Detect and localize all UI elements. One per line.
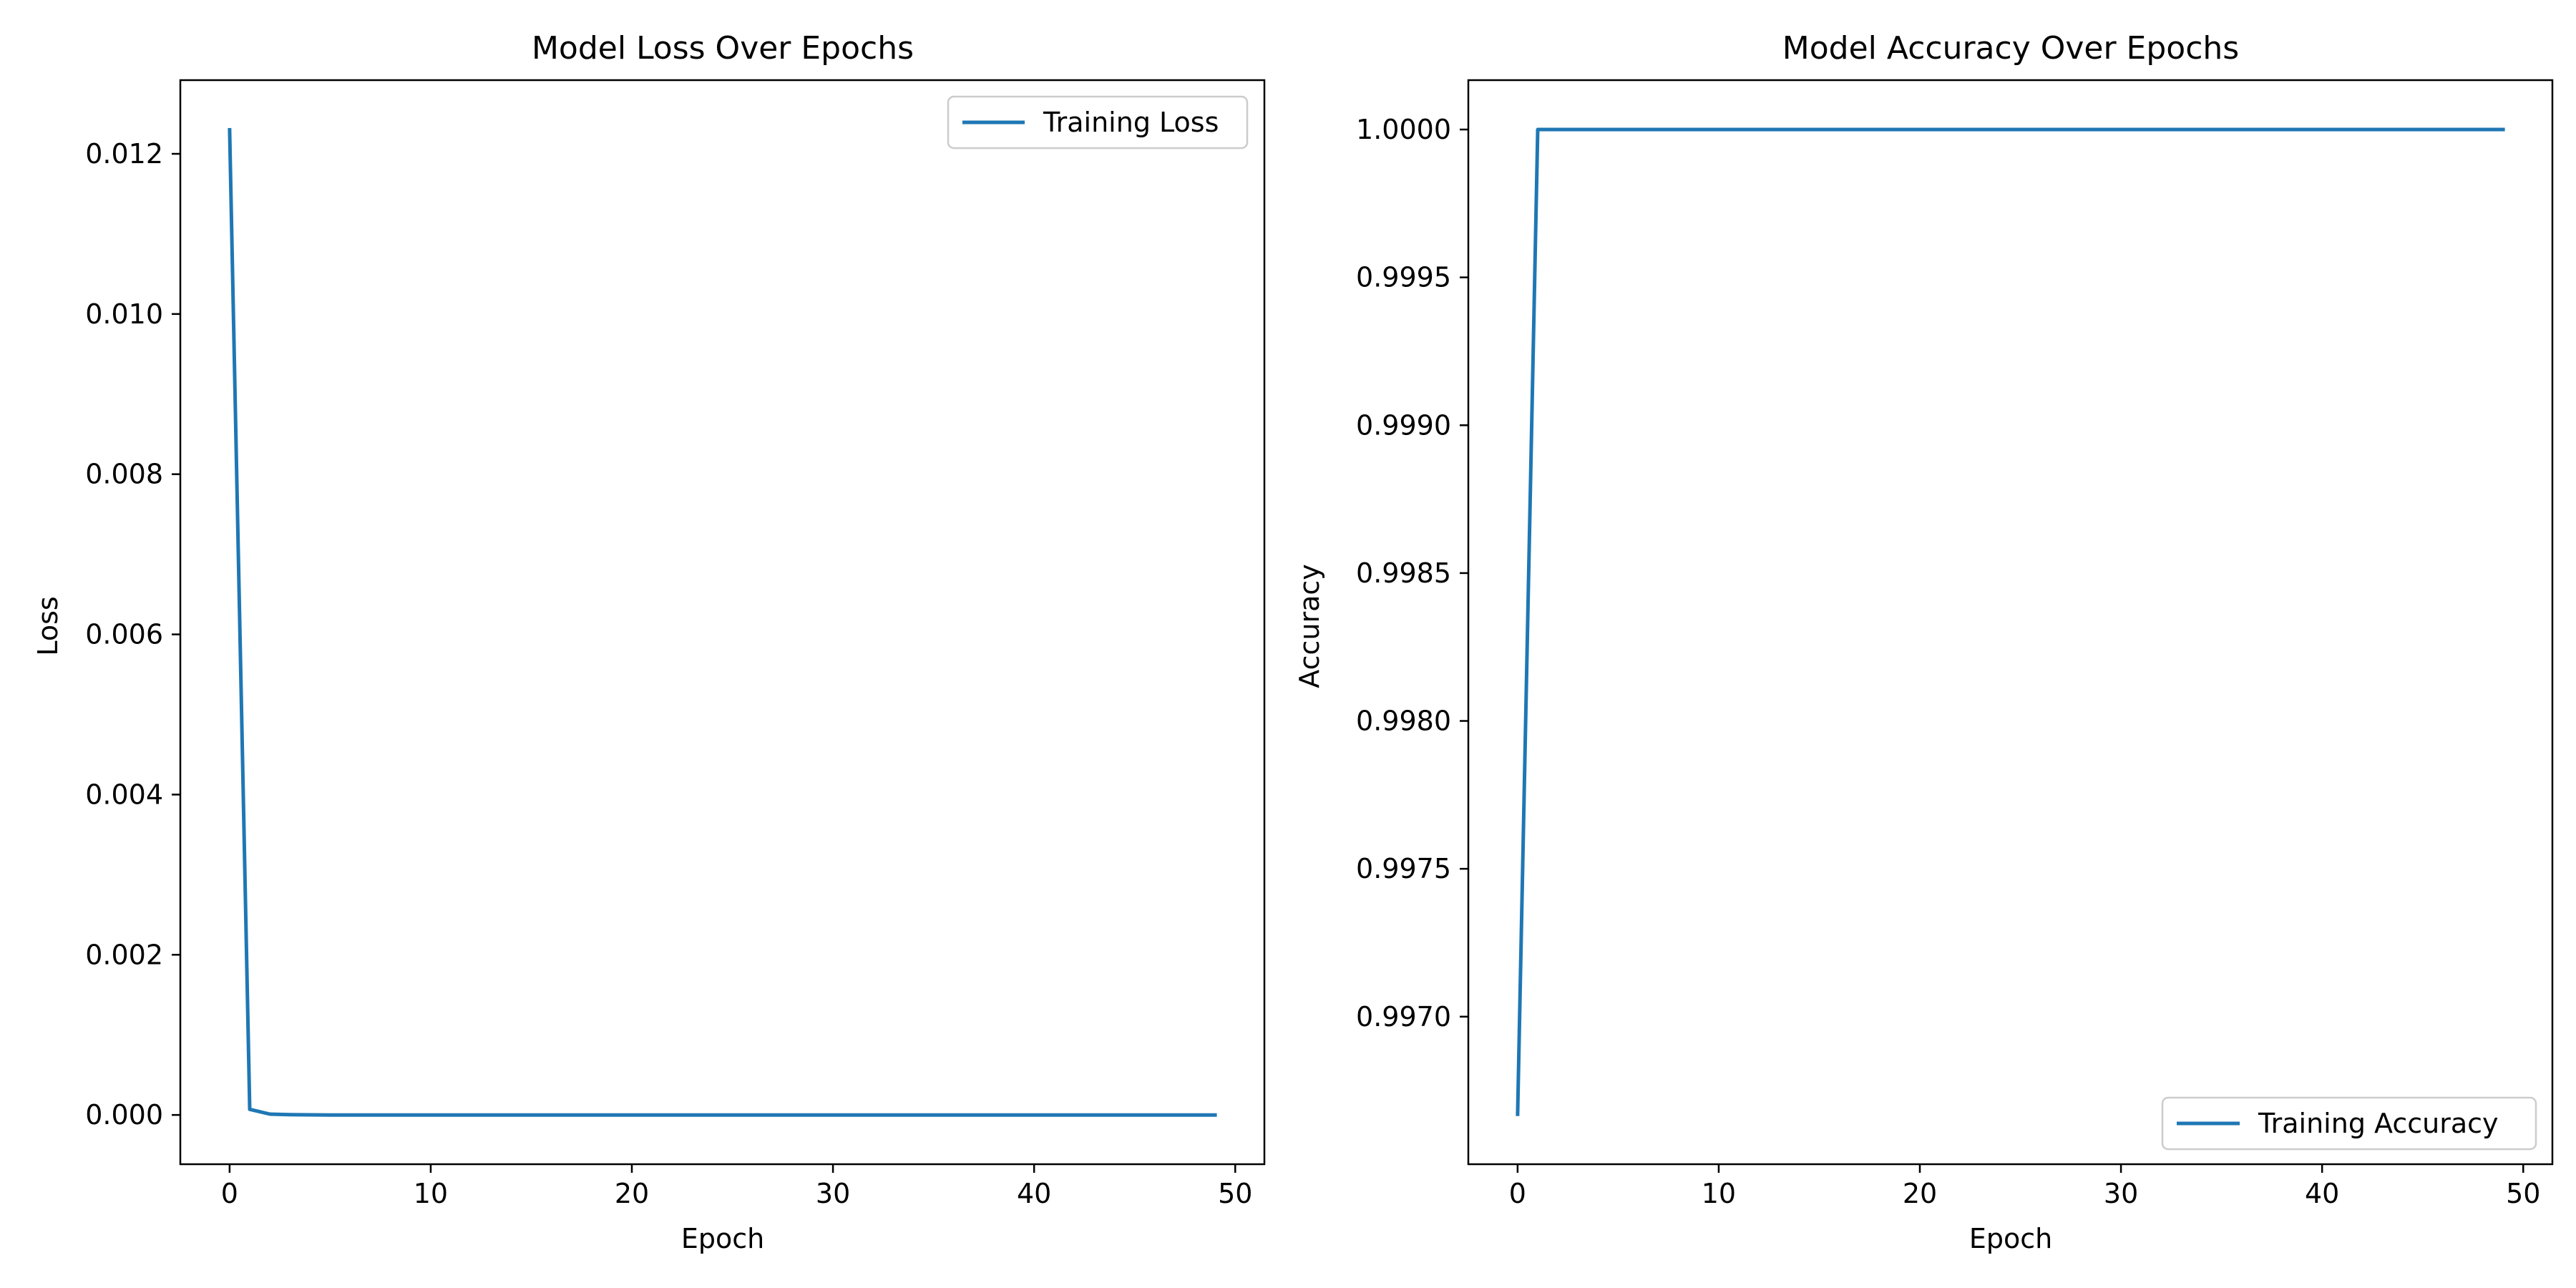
loss-axes-frame xyxy=(179,79,1266,1166)
loss-chart-title: Model Loss Over Epochs xyxy=(532,30,914,67)
accuracy-y-tick-label: 1.0000 xyxy=(1356,114,1451,145)
accuracy-y-tick-label: 0.9985 xyxy=(1356,557,1451,589)
accuracy-x-tick-label: 50 xyxy=(2506,1178,2540,1209)
accuracy-x-tick-label: 30 xyxy=(2104,1178,2138,1209)
accuracy-y-axis-label: Accuracy xyxy=(1294,564,1325,688)
accuracy-x-tick-label: 20 xyxy=(1903,1178,1937,1209)
accuracy-chart-title: Model Accuracy Over Epochs xyxy=(1782,30,2239,67)
accuracy-y-tick-label: 0.9995 xyxy=(1356,262,1451,293)
accuracy-axes-frame xyxy=(1467,79,2554,1166)
legend-label-training-accuracy: Training Accuracy xyxy=(2258,1108,2499,1139)
accuracy-x-tick-label: 0 xyxy=(1509,1178,1526,1209)
accuracy-ticks: 0 10 20 30 40 50 0.9970 0.9975 0.9980 0.9985 0.999… xyxy=(1356,114,2540,1209)
loss-x-tick-label: 50 xyxy=(1218,1178,1252,1209)
loss-x-tick-label: 0 xyxy=(221,1178,238,1209)
legend-label-training-loss: Training Loss xyxy=(1043,107,1219,138)
accuracy-chart-panel: Model Accuracy Over Epochs Epoch Accurac… xyxy=(1294,30,2554,1254)
loss-y-tick-label: 0.002 xyxy=(85,939,163,970)
loss-ticks: 0 10 20 30 40 50 0.000 0.002 0.004 0.006 0.008 0.01… xyxy=(85,138,1252,1209)
loss-chart-panel: Model Loss Over Epochs Epoch Loss 0 10 20 3… xyxy=(32,30,1266,1254)
legend-box xyxy=(2161,1096,2537,1151)
loss-y-axis-label: Loss xyxy=(32,596,64,655)
loss-y-tick-label: 0.000 xyxy=(85,1099,163,1131)
loss-x-axis-label: Epoch xyxy=(681,1223,764,1254)
accuracy-series-line xyxy=(1516,127,2505,1116)
loss-plot-area xyxy=(228,127,1217,1117)
accuracy-legend: Training Accuracy xyxy=(2161,1096,2537,1151)
accuracy-y-tick-label: 0.9980 xyxy=(1356,706,1451,737)
loss-x-tick-label: 10 xyxy=(414,1178,448,1209)
loss-y-tick-label: 0.010 xyxy=(85,298,163,330)
loss-x-tick-label: 40 xyxy=(1017,1178,1051,1209)
accuracy-plot-area xyxy=(1516,127,2505,1116)
loss-y-tick-label: 0.012 xyxy=(85,138,163,170)
accuracy-x-tick-label: 10 xyxy=(1702,1178,1736,1209)
loss-x-tick-label: 30 xyxy=(816,1178,850,1209)
accuracy-y-tick-label: 0.9970 xyxy=(1356,1001,1451,1033)
loss-series-line xyxy=(228,127,1217,1117)
accuracy-y-tick-label: 0.9975 xyxy=(1356,853,1451,884)
accuracy-y-tick-label: 0.9990 xyxy=(1356,409,1451,441)
accuracy-x-tick-label: 40 xyxy=(2305,1178,2339,1209)
legend-box xyxy=(947,95,1249,150)
loss-y-tick-label: 0.004 xyxy=(85,779,163,810)
accuracy-x-axis-label: Epoch xyxy=(1969,1223,2052,1254)
loss-y-tick-label: 0.006 xyxy=(85,619,163,650)
loss-y-tick-label: 0.008 xyxy=(85,459,163,490)
loss-legend: Training Loss xyxy=(947,95,1249,150)
loss-x-tick-label: 20 xyxy=(615,1178,649,1209)
